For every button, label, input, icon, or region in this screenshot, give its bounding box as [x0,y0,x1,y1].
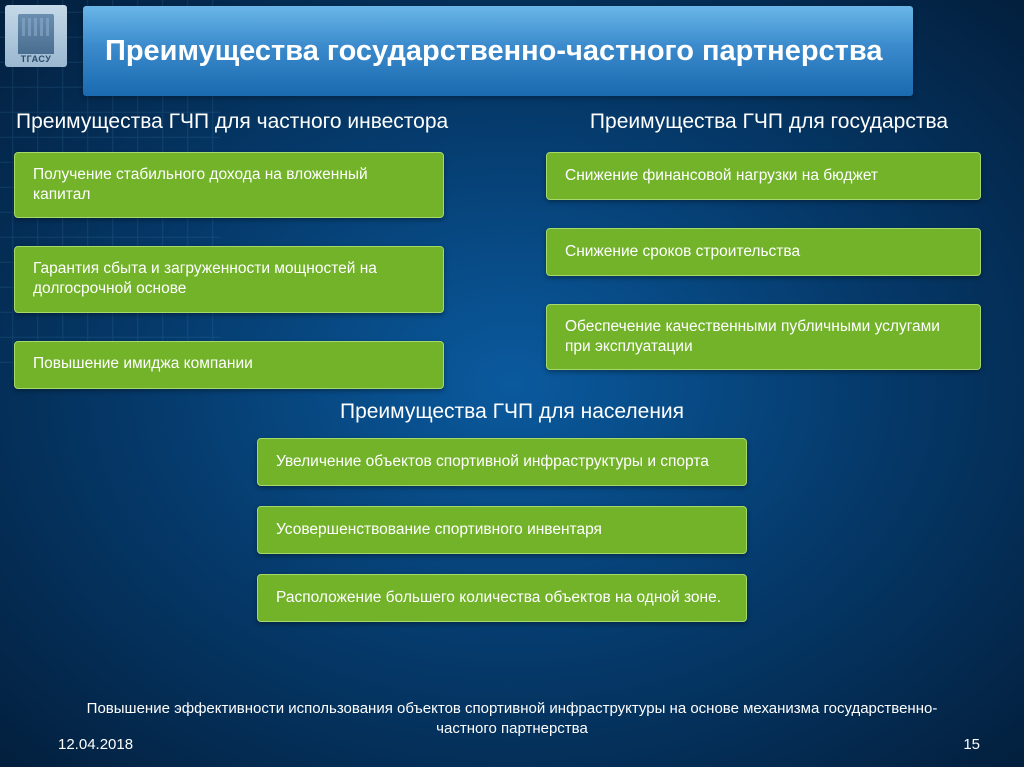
left-column: Преимущества ГЧП для частного инвестора … [0,110,512,417]
center-heading: Преимущества ГЧП для населения [0,400,1024,424]
advantage-text: Гарантия сбыта и загруженности мощностей… [33,259,425,299]
advantage-box: Гарантия сбыта и загруженности мощностей… [14,246,444,312]
footer-caption: Повышение эффективности использования об… [0,699,1024,740]
advantage-text: Увеличение объектов спортивной инфрастру… [276,452,709,472]
advantage-text: Обеспечение качественными публичными усл… [565,317,962,357]
advantage-text: Снижение сроков строительства [565,242,800,262]
advantage-text: Получение стабильного дохода на вложенны… [33,165,425,205]
advantage-text: Снижение финансовой нагрузки на бюджет [565,166,878,186]
slide-title: Преимущества государственно-частного пар… [105,33,882,69]
advantage-text: Расположение большего количества объекто… [276,588,721,608]
logo-text: ТГАСУ [21,54,52,64]
right-column: Преимущества ГЧП для государства Снижени… [512,110,1024,417]
advantage-box: Расположение большего количества объекто… [257,574,747,622]
advantage-box: Обеспечение качественными публичными усл… [546,304,981,370]
footer-date: 12.04.2018 [58,736,133,753]
center-section: Преимущества ГЧП для населения Увеличени… [0,400,1024,622]
left-column-heading: Преимущества ГЧП для частного инвестора [14,110,498,134]
advantage-box: Повышение имиджа компании [14,341,444,389]
advantage-text: Усовершенствование спортивного инвентаря [276,520,602,540]
two-column-layout: Преимущества ГЧП для частного инвестора … [0,110,1024,417]
center-box-list: Увеличение объектов спортивной инфрастру… [0,438,1024,622]
slide-title-banner: Преимущества государственно-частного пар… [83,6,913,96]
right-column-heading: Преимущества ГЧП для государства [526,110,1010,134]
advantage-text: Повышение имиджа компании [33,354,253,374]
logo-badge: ТГАСУ [5,5,67,67]
advantage-box: Увеличение объектов спортивной инфрастру… [257,438,747,486]
advantage-box: Усовершенствование спортивного инвентаря [257,506,747,554]
logo-building-icon [18,14,54,54]
footer-page-number: 15 [963,736,980,753]
advantage-box: Снижение финансовой нагрузки на бюджет [546,152,981,200]
advantage-box: Получение стабильного дохода на вложенны… [14,152,444,218]
advantage-box: Снижение сроков строительства [546,228,981,276]
